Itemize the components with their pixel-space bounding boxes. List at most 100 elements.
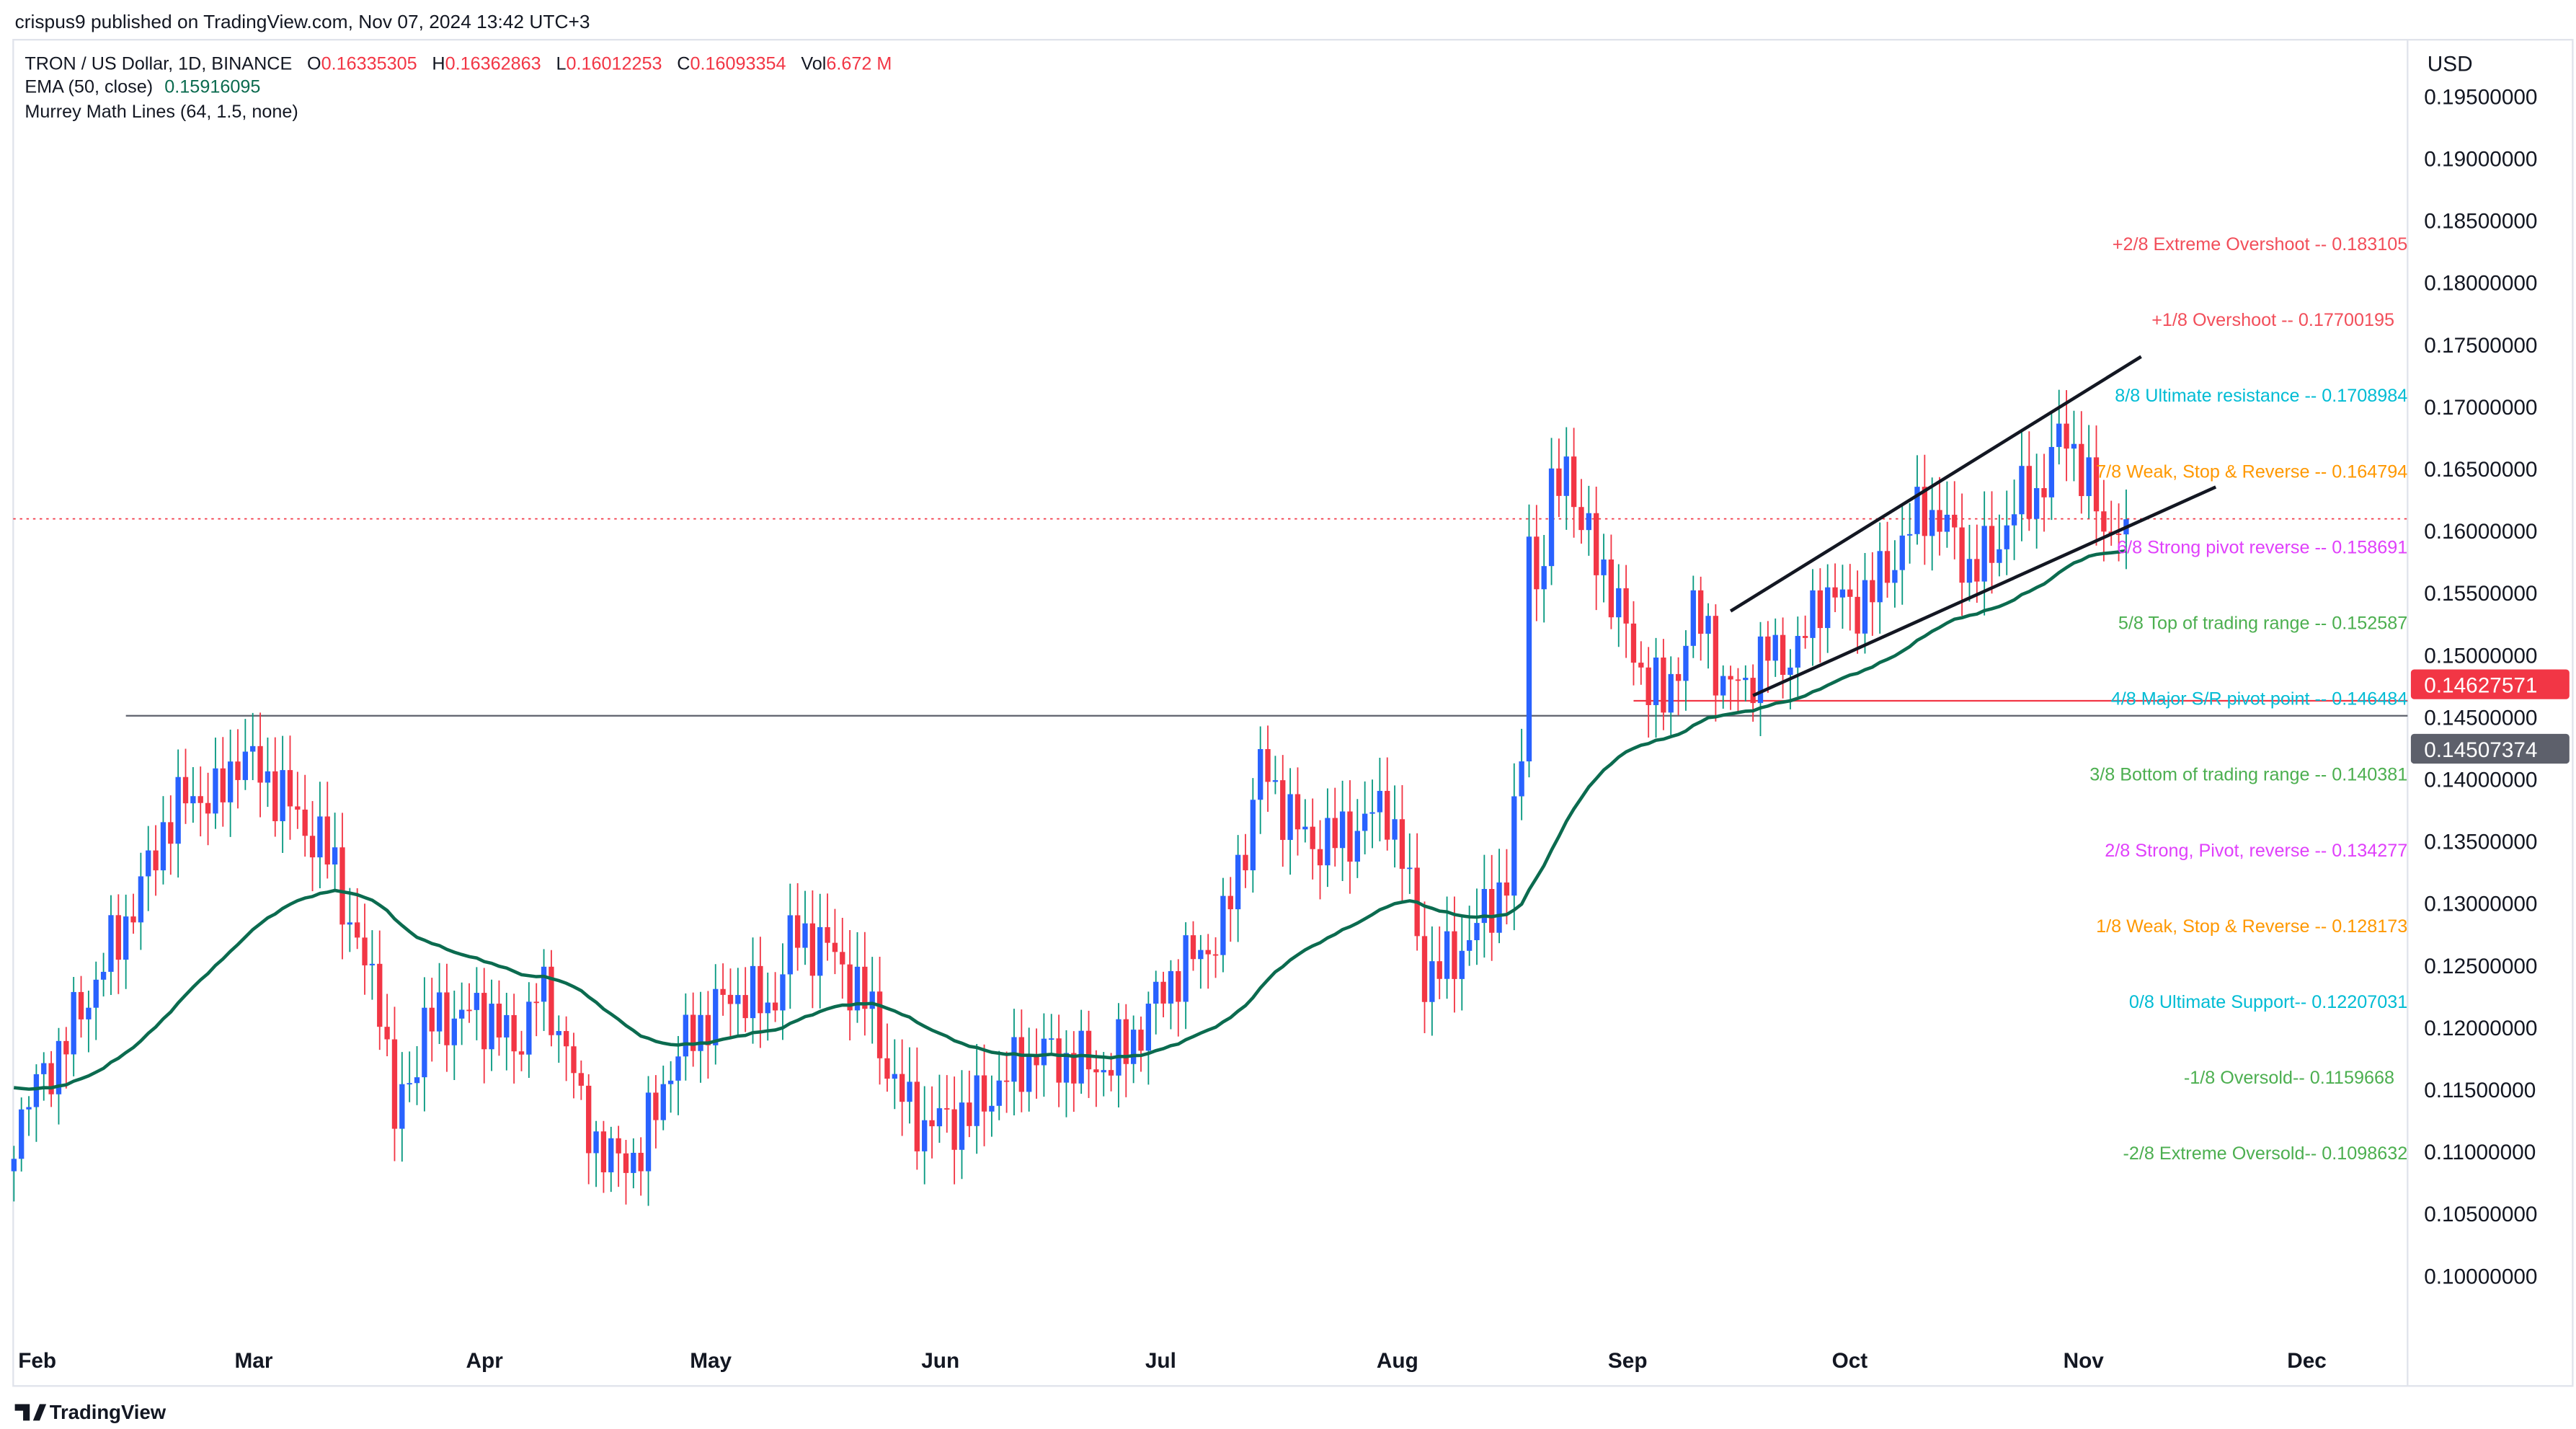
price-tick-label: 0.18500000 [2424,210,2537,234]
candle-body [2093,457,2100,512]
candle-body [1003,1080,1010,1082]
candle-body [1220,895,1226,955]
price-tick-label: 0.15000000 [2424,644,2537,668]
murrey-level-label: -2/8 Extreme Oversold-- 0.1098632 [2123,1143,2408,1164]
candle-body [220,768,226,802]
candle-body [1772,634,1778,661]
candle-body [1018,1037,1024,1092]
candle-body [496,1004,502,1038]
close-value: 0.16093354 [690,53,786,74]
candle-body [758,965,763,1014]
currency-label[interactable]: USD [2428,53,2473,76]
candle-body [2079,443,2084,497]
candle-body [391,1039,398,1129]
candle-body [1914,487,1920,534]
channel-trendline [1752,485,2217,697]
candle-body [1153,981,1159,1004]
candle-body [1630,623,1637,663]
candle-body [324,816,330,865]
candle-body [100,971,107,980]
candle-body [1944,514,1950,532]
candle-body [451,1018,457,1045]
time-tick-label: Sep [1608,1349,1648,1373]
candle-body [71,991,76,1055]
candle-body [1862,580,1868,634]
price-label-value: 0.14627571 [2424,674,2537,698]
candle-body [384,1027,390,1040]
ema-legend[interactable]: EMA (50, close) 0.15916095 [25,76,260,97]
ema-line [13,549,2127,1091]
candle-body [690,1014,696,1051]
candle-body [2004,525,2009,549]
candle-body [2115,534,2122,536]
candle-body [1034,1054,1039,1066]
candle-body [713,988,719,1045]
time-tick-label: Oct [1832,1349,1868,1373]
candle-body [548,966,554,1035]
candle-body [1668,673,1674,713]
time-tick-label: Aug [1377,1349,1418,1373]
candle-body [1541,566,1547,590]
candle-body [1594,513,1599,575]
candle-body [1085,1030,1092,1070]
candle-body [1452,931,1457,979]
candle-body [623,1153,629,1173]
candle-body [1929,510,1935,536]
candle-body [1489,889,1495,933]
candle-body [93,979,99,1008]
murrey-level-label: +1/8 Overshoot -- 0.17700195 [2151,310,2394,330]
candle-body [1302,826,1308,830]
candle-body [168,822,174,844]
candle-body [1183,935,1189,1002]
candle-body [1705,616,1711,634]
candle-body [1601,559,1607,575]
candle-body [108,915,114,972]
time-axis[interactable]: Feb Mar Apr May Jun Jul Aug Sep Oct Nov Dec [18,1349,2327,1373]
candle-body [518,1051,525,1055]
candle-body [922,1120,928,1151]
murrey-legend[interactable]: Murrey Math Lines (64, 1.5, none) [25,102,298,122]
candle-body [414,1077,420,1084]
candle-body [1989,526,1995,563]
candle-body [1817,590,1824,629]
candle-body [19,1109,25,1159]
candle-body [1168,970,1174,1004]
candle-body [825,926,830,943]
candle-body [1899,535,1905,570]
price-axis[interactable]: 0.19500000 0.19000000 0.18500000 0.18000000… [2410,85,2570,1288]
candle-body [511,1014,517,1052]
candle-body [794,915,801,948]
candle-body [48,1063,54,1094]
candle-body [556,1031,561,1035]
candle-body [959,1102,965,1150]
candle-body [1377,790,1383,813]
candle-body [265,771,271,783]
candle-body [1675,673,1682,681]
candle-body [1534,536,1540,590]
candle-body [1063,1053,1070,1083]
price-tick-label: 0.16500000 [2424,458,2537,482]
candle-body [929,1120,935,1127]
candle-body [1697,590,1704,634]
candle-body [608,1138,614,1172]
candle-body [1056,1038,1062,1083]
candle-body [458,1009,465,1019]
candle-body [1623,588,1629,624]
tradingview-logo[interactable]: TradingView [14,1401,166,1423]
candle-body [197,796,203,803]
candle-body [989,1105,995,1112]
murrey-level-label: 2/8 Strong, Pivot, reverse -- 0.134277 [2105,841,2407,861]
candle-body [1526,536,1532,762]
candle-body [295,806,301,810]
candle-body [1123,1019,1129,1064]
candle-body [309,836,316,858]
ema-label: EMA (50, close) [25,76,153,97]
candle-body [1713,616,1719,696]
candle-body [444,992,450,1045]
candle-body [1504,882,1510,896]
murrey-level-label: 3/8 Bottom of trading range -- 0.140381 [2089,765,2407,785]
price-tick-label: 0.16000000 [2424,520,2537,544]
candle-body [1519,761,1524,797]
chart-frame [12,38,2574,1387]
